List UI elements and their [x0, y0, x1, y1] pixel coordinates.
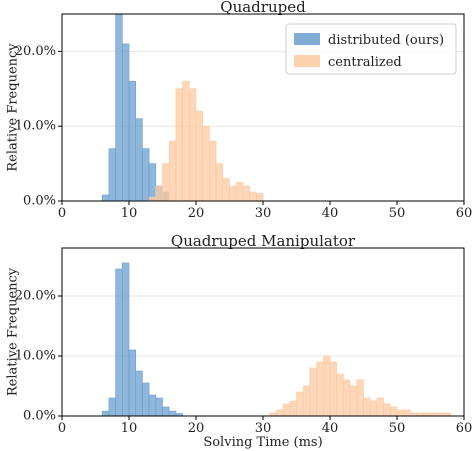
bar-distributed — [135, 370, 143, 417]
bar-centralized — [296, 391, 304, 417]
legend-swatch-distributed — [294, 33, 320, 45]
y-tick-label: 0.0% — [23, 194, 56, 209]
bar-centralized — [202, 125, 210, 202]
chart-quadruped: Quadruped Relative Frequency 0 10 20 30 40 50… — [6, 0, 473, 221]
y-axis-label: Relative Frequency — [6, 43, 21, 172]
bar-distributed — [142, 382, 150, 417]
bar-distributed — [115, 268, 123, 417]
x-tick-label: 60 — [456, 421, 473, 436]
x-tick-label: 50 — [389, 421, 406, 436]
bar-centralized — [363, 397, 371, 417]
legend-box — [285, 23, 457, 75]
bar-centralized — [235, 182, 244, 202]
bar-distributed — [108, 148, 116, 202]
x-tick-label: 50 — [389, 206, 406, 221]
x-tick-label: 0 — [58, 206, 66, 221]
bar-distributed — [101, 410, 110, 417]
x-axis-label: Solving Time (ms) — [203, 435, 322, 450]
bar-centralized — [316, 361, 324, 417]
x-ticks: 0 10 20 30 40 50 60 — [58, 201, 472, 221]
bar-centralized — [222, 178, 230, 202]
bar-distributed — [162, 406, 170, 417]
bar-centralized — [215, 163, 224, 202]
bar-centralized — [155, 185, 163, 202]
bar-centralized — [148, 196, 157, 202]
bar-centralized — [309, 367, 317, 417]
bar-centralized — [336, 373, 344, 417]
bar-centralized — [195, 110, 203, 202]
bar-distributed — [148, 394, 157, 417]
bar-distributed — [128, 349, 136, 417]
bar-centralized — [289, 400, 297, 417]
bar-centralized — [168, 140, 177, 202]
bar-centralized — [403, 409, 411, 417]
bar-centralized — [276, 409, 284, 417]
bar-distributed — [135, 118, 143, 202]
bar-centralized — [389, 406, 398, 417]
legend-swatch-centralized — [294, 55, 320, 67]
bar-centralized — [356, 379, 364, 417]
bar-centralized — [376, 397, 384, 417]
bar-centralized — [209, 140, 217, 202]
x-tick-label: 20 — [188, 421, 205, 436]
x-tick-label: 40 — [322, 206, 339, 221]
y-tick-label: 20.0% — [15, 289, 56, 304]
bar-centralized — [249, 191, 257, 202]
bar-centralized — [189, 88, 197, 202]
chart-title: Quadruped Manipulator — [171, 232, 356, 250]
x-tick-label: 10 — [121, 421, 138, 436]
x-tick-label: 10 — [121, 206, 138, 221]
bar-centralized — [322, 355, 331, 417]
bar-centralized — [349, 385, 358, 417]
bar-centralized — [383, 403, 391, 417]
bar-distributed — [108, 397, 116, 417]
bar-distributed — [142, 148, 150, 202]
bar-centralized — [329, 361, 337, 417]
bar-centralized — [162, 163, 170, 202]
legend-label-distributed: distributed (ours) — [328, 33, 444, 48]
legend-label-centralized: centralized — [328, 55, 402, 70]
x-tick-label: 60 — [456, 206, 473, 221]
bars — [101, 13, 264, 202]
y-ticks: 0.0% 10.0% 20.0% — [15, 289, 62, 424]
bar-centralized — [302, 385, 311, 417]
bar-centralized — [396, 409, 404, 417]
bar-centralized — [182, 81, 190, 202]
bar-distributed — [128, 81, 136, 202]
bar-distributed — [155, 397, 163, 417]
bar-centralized — [175, 88, 183, 202]
y-tick-label: 10.0% — [15, 119, 56, 134]
bar-centralized — [242, 185, 250, 202]
y-axis-label: Relative Frequency — [6, 267, 21, 396]
y-tick-label: 0.0% — [23, 409, 56, 424]
x-tick-label: 20 — [188, 206, 205, 221]
y-ticks: 0.0% 10.0% 20.0% — [15, 44, 62, 209]
bar-distributed — [115, 13, 123, 202]
chart-quadruped-manipulator: Quadruped Manipulator Relative Frequency… — [6, 232, 473, 450]
bar-centralized — [255, 193, 264, 202]
bar-distributed — [122, 262, 130, 417]
bar-distributed — [168, 410, 177, 417]
chart-title: Quadruped — [220, 0, 306, 16]
y-tick-label: 10.0% — [15, 349, 56, 364]
x-ticks: 0 10 20 30 40 50 60 — [58, 416, 472, 436]
bar-centralized — [369, 400, 378, 417]
x-tick-label: 0 — [58, 421, 66, 436]
bar-centralized — [282, 403, 291, 417]
bar-distributed — [148, 163, 157, 202]
bar-distributed — [101, 194, 110, 202]
legend: distributed (ours) centralized — [285, 23, 457, 75]
x-tick-label: 40 — [322, 421, 339, 436]
bar-distributed — [122, 43, 130, 202]
y-tick-label: 20.0% — [15, 44, 56, 59]
bars — [101, 262, 451, 417]
bar-centralized — [229, 185, 237, 202]
x-tick-label: 30 — [255, 206, 272, 221]
bar-centralized — [343, 379, 351, 417]
x-tick-label: 30 — [255, 421, 272, 436]
